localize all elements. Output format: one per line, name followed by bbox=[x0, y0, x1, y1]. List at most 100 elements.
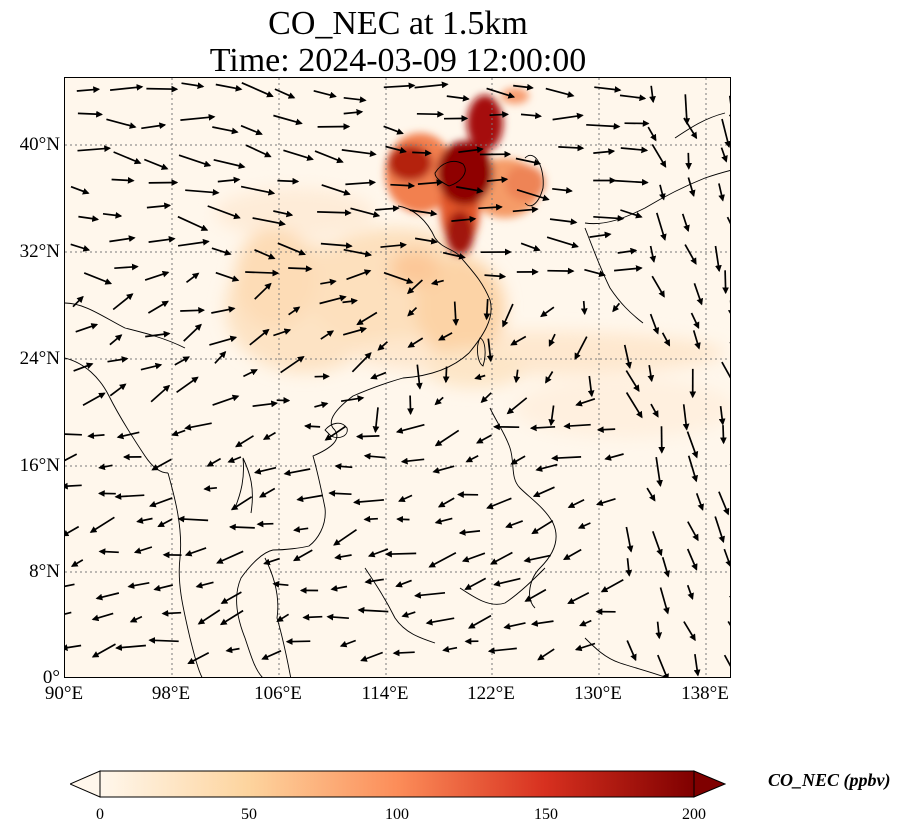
wind-arrow bbox=[254, 249, 276, 260]
wind-arrow bbox=[136, 517, 153, 524]
wind-arrow bbox=[721, 361, 730, 379]
wind-arrow bbox=[343, 108, 364, 116]
wind-arrow bbox=[314, 150, 344, 164]
wind-arrow bbox=[456, 186, 484, 194]
wind-arrow bbox=[146, 85, 179, 93]
lon-tick-label: 122°E bbox=[467, 683, 515, 704]
wind-arrow bbox=[148, 236, 176, 243]
wind-arrow bbox=[187, 651, 210, 665]
wind-arrow bbox=[567, 498, 585, 509]
wind-arrow bbox=[513, 369, 521, 384]
concentration-field bbox=[65, 88, 730, 677]
wind-arrow bbox=[398, 494, 413, 502]
wind-arrow bbox=[510, 335, 527, 346]
wind-arrow bbox=[89, 516, 115, 533]
wind-arrow bbox=[718, 183, 725, 202]
wind-arrow bbox=[230, 496, 253, 511]
wind-arrow bbox=[95, 592, 120, 601]
wind-arrow bbox=[180, 113, 216, 121]
wind-arrow bbox=[523, 554, 551, 564]
wind-arrow bbox=[612, 302, 621, 313]
wind-arrow bbox=[476, 434, 492, 444]
wind-arrow bbox=[390, 182, 416, 190]
lon-tick-label: 90°E bbox=[44, 683, 84, 704]
wind-arrow bbox=[442, 366, 450, 384]
lat-tick-label: 24°N bbox=[19, 348, 60, 369]
wind-arrow bbox=[651, 275, 665, 298]
wind-arrow bbox=[203, 485, 217, 492]
wind-arrow bbox=[649, 85, 656, 104]
wind-arrow bbox=[723, 654, 730, 667]
wind-arrow bbox=[212, 126, 239, 135]
wind-arrow bbox=[70, 559, 84, 567]
wind-arrow bbox=[228, 523, 255, 531]
wind-arrow bbox=[446, 94, 470, 102]
map-canvas bbox=[65, 78, 730, 677]
wind-arrow bbox=[111, 177, 135, 184]
map-gridlines bbox=[65, 78, 730, 677]
wind-arrow bbox=[216, 550, 244, 564]
wind-arrow bbox=[252, 400, 279, 408]
wind-arrow bbox=[113, 151, 142, 165]
wind-arrow bbox=[458, 146, 484, 154]
wind-arrow bbox=[684, 244, 697, 265]
wind-arrow bbox=[690, 312, 700, 330]
wind-arrow bbox=[215, 83, 243, 92]
wind-arrow bbox=[686, 431, 699, 459]
wind-arrow bbox=[240, 185, 276, 196]
wind-arrow bbox=[549, 218, 578, 226]
wind-arrow bbox=[432, 465, 455, 474]
wind-arrow bbox=[574, 336, 588, 361]
wind-arrow bbox=[161, 609, 182, 617]
wind-arrow bbox=[400, 457, 425, 465]
wind-arrow bbox=[649, 313, 660, 335]
wind-arrow bbox=[355, 433, 380, 440]
wind-arrow bbox=[147, 300, 169, 314]
wind-arrow bbox=[241, 82, 274, 98]
wind-arrow bbox=[346, 269, 372, 281]
wind-arrow bbox=[532, 486, 555, 498]
wind-arrow bbox=[655, 621, 663, 640]
wind-arrow bbox=[341, 149, 377, 157]
wind-arrow bbox=[575, 397, 596, 407]
wind-arrow bbox=[574, 642, 596, 652]
wind-arrow bbox=[515, 157, 542, 166]
wind-arrow bbox=[685, 152, 693, 170]
wind-arrow bbox=[219, 609, 244, 626]
wind-arrow bbox=[78, 215, 100, 222]
wind-arrow bbox=[437, 497, 455, 508]
colorbar-tick: 200 bbox=[682, 806, 706, 823]
wind-arrow bbox=[184, 422, 212, 431]
wind-arrow bbox=[520, 242, 541, 252]
wind-arrow bbox=[474, 373, 486, 381]
wind-arrow bbox=[409, 209, 438, 217]
wind-arrow bbox=[185, 272, 200, 283]
wind-arrow bbox=[486, 176, 509, 184]
wind-arrow bbox=[464, 577, 487, 590]
wind-arrow bbox=[143, 158, 169, 170]
lon-tick-label: 106°E bbox=[254, 683, 302, 704]
wind-arrow bbox=[215, 271, 240, 282]
wind-arrow bbox=[252, 217, 286, 227]
wind-arrow bbox=[729, 464, 730, 466]
wind-arrow bbox=[535, 463, 558, 472]
wind-arrow bbox=[489, 111, 509, 118]
wind-arrow bbox=[148, 637, 179, 644]
wind-arrow bbox=[647, 126, 657, 142]
wind-arrow bbox=[686, 548, 698, 571]
wind-arrow bbox=[217, 176, 241, 184]
wind-arrow bbox=[112, 293, 134, 311]
wind-arrow bbox=[213, 158, 246, 170]
wind-arrow bbox=[587, 375, 595, 398]
wind-arrow bbox=[370, 371, 387, 380]
wind-arrow bbox=[686, 584, 694, 600]
wind-arrow bbox=[195, 581, 214, 589]
wind-arrow bbox=[240, 124, 263, 136]
wind-arrow bbox=[600, 578, 624, 593]
wind-arrow bbox=[296, 494, 323, 503]
wind-arrow bbox=[502, 303, 514, 328]
wind-arrow bbox=[254, 282, 272, 300]
wind-arrow bbox=[245, 144, 272, 158]
wind-arrow bbox=[537, 648, 555, 661]
wind-arrow bbox=[720, 147, 728, 163]
